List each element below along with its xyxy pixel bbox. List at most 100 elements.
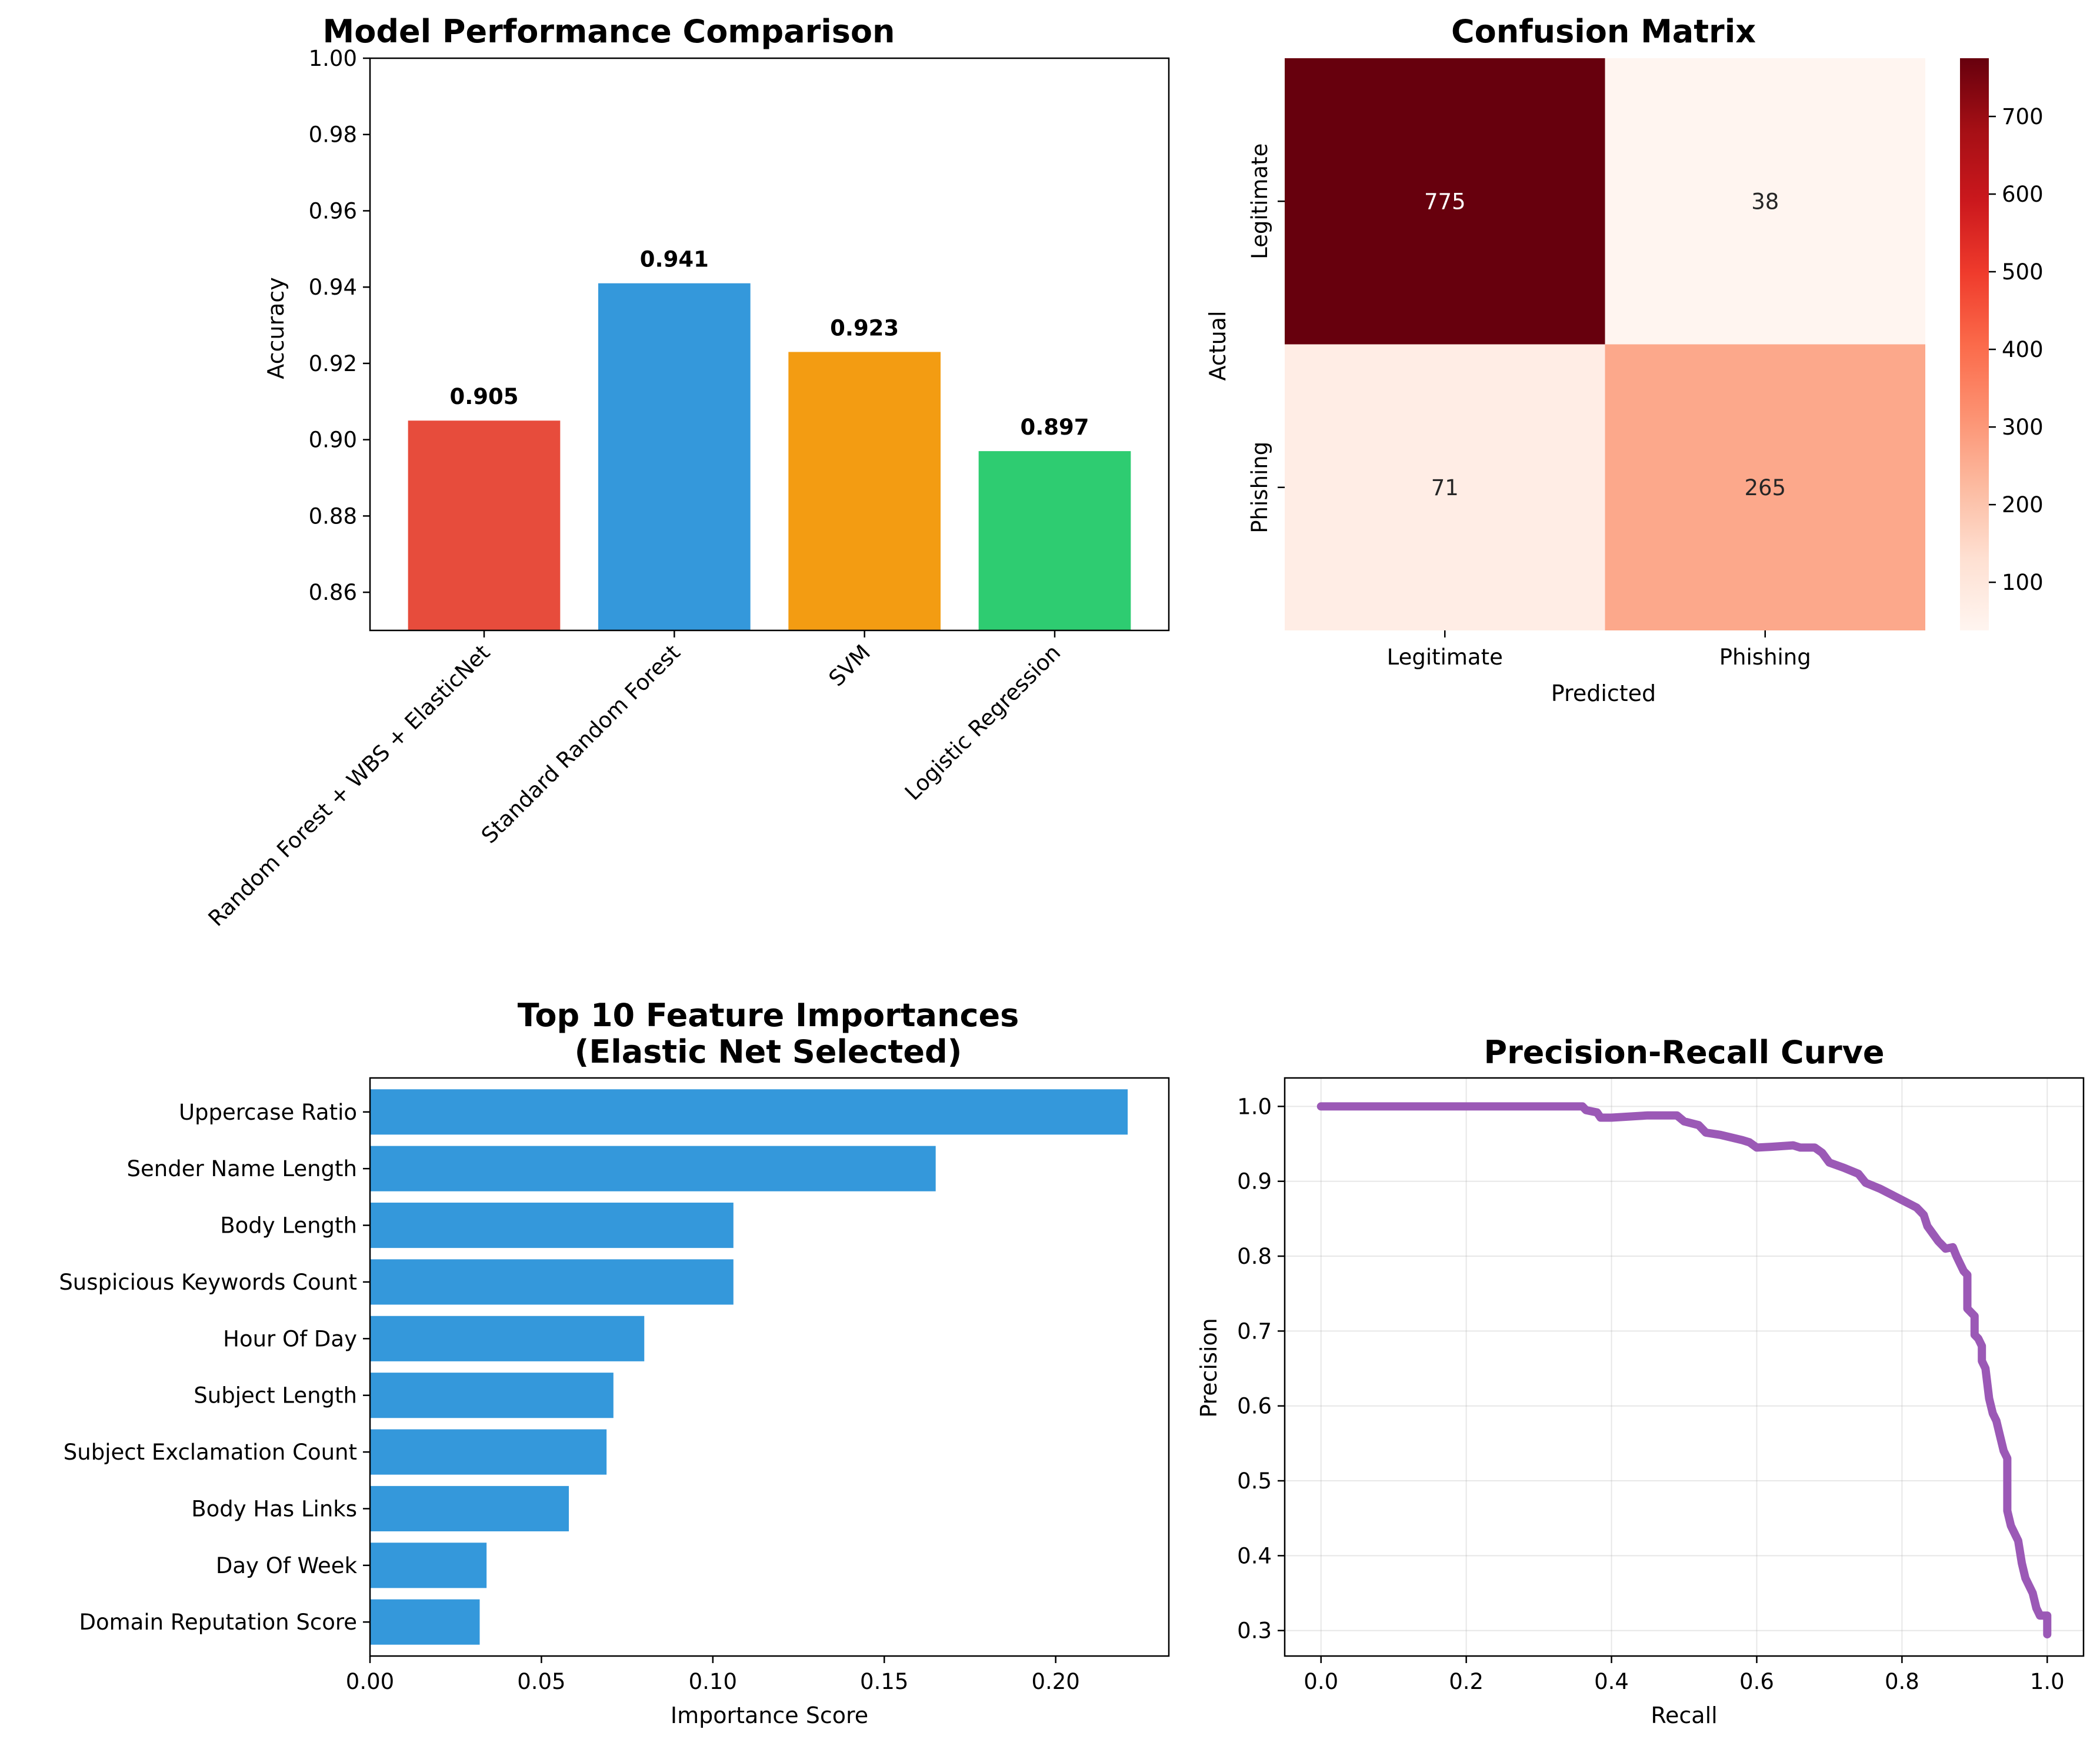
x-tick-label: 0.0 (1304, 1669, 1338, 1694)
axis-ticks: 0.0 0.2 0.4 0.6 0.8 1.0 0.3 0.4 0.5 0.6 0.7 0.8 0.9 1… (1237, 1094, 2065, 1694)
chart-title: Model Performance Comparison (323, 13, 895, 50)
y-tick-label: 0.7 (1237, 1318, 1272, 1344)
y-tick-label: 0.98 (309, 122, 357, 148)
bar (370, 1316, 645, 1361)
chart-title: Top 10 Feature Importances (518, 997, 1019, 1034)
y-tick-label: Phishing (1247, 442, 1272, 533)
chart-title: Precision-Recall Curve (1484, 1034, 1885, 1071)
pr-curve-line (1316, 1102, 2052, 1639)
chart-title: Confusion Matrix (1451, 13, 1756, 50)
y-tick-label: 0.90 (309, 428, 357, 453)
bar-value-label: 0.941 (640, 247, 709, 272)
bar-value-label: 0.897 (1020, 415, 1089, 440)
x-tick-label: 0.05 (517, 1669, 565, 1694)
x-tick-label: 0.00 (346, 1669, 394, 1694)
y-tick-label: Subject Exclamation Count (64, 1440, 357, 1465)
colorbar (1960, 58, 1989, 630)
bar (408, 420, 561, 630)
y-tick-label: 1.0 (1237, 1094, 1272, 1119)
heatmap-cells: 775 38 71 265 (1285, 58, 1925, 630)
y-tick-label: 0.94 (309, 275, 357, 300)
y-tick-label: Suspicious Keywords Count (59, 1270, 357, 1295)
y-tick-label: 0.4 (1237, 1543, 1272, 1568)
bar (370, 1543, 487, 1588)
bar (370, 1203, 734, 1248)
plot-frame (369, 1077, 1170, 1657)
plot-frame (369, 57, 1170, 632)
x-axis-label: Importance Score (671, 1702, 868, 1728)
y-axis-label: Actual (1205, 311, 1231, 380)
y-axis-label: Precision (1196, 1318, 1222, 1418)
y-tick-label: Sender Name Length (127, 1156, 357, 1181)
y-tick-label: 1.00 (309, 46, 357, 71)
bar (978, 451, 1131, 630)
colorbar-tick-label: 300 (2002, 415, 2044, 440)
bars: 0.905 0.941 0.923 0.897 (408, 247, 1131, 630)
bar (370, 1485, 569, 1531)
x-tick-label: Phishing (1719, 645, 1811, 670)
y-axis-label: Accuracy (263, 277, 289, 379)
x-axis-label: Predicted (1551, 680, 1656, 706)
bar (598, 283, 751, 630)
y-tick-label: 0.5 (1237, 1468, 1272, 1494)
y-tick-label: Domain Reputation Score (79, 1610, 357, 1635)
colorbar-tick-label: 700 (2002, 104, 2044, 129)
heatmap-cell (1605, 344, 1925, 630)
x-tick-label: Legitimate (1387, 645, 1503, 670)
colorbar-tick-label: 200 (2002, 492, 2044, 518)
y-tick-label: Body Length (220, 1213, 357, 1238)
feature-importance-chart: Top 10 Feature Importances (Elastic Net … (59, 997, 1170, 1728)
precision-recall-chart: Precision-Recall Curve Recall Precision … (1196, 1034, 2085, 1728)
x-tick-label: 0.2 (1449, 1669, 1484, 1694)
colorbar-ticks: 100 200 300 400 500 600 700 (1989, 104, 2044, 595)
x-axis-label: Recall (1651, 1702, 1717, 1728)
cell-value-label: 265 (1744, 475, 1786, 500)
y-tick-label: 0.92 (309, 351, 357, 376)
x-tick-label: 1.0 (2030, 1669, 2065, 1694)
y-tick-label: Day Of Week (216, 1553, 358, 1578)
x-tick-label: 0.4 (1594, 1669, 1629, 1694)
y-tick-label: 0.86 (309, 580, 357, 605)
heatmap-cell (1285, 344, 1605, 630)
y-tick-label: Hour Of Day (223, 1326, 357, 1351)
x-tick-label: 0.8 (1885, 1669, 1919, 1694)
bars (370, 1089, 1128, 1645)
x-tick-label: 0.10 (689, 1669, 737, 1694)
bar (370, 1429, 607, 1475)
bar (788, 352, 941, 630)
colorbar-tick-label: 100 (2002, 570, 2044, 595)
y-tick-label: Subject Length (194, 1383, 357, 1408)
bar-value-label: 0.923 (830, 315, 899, 340)
y-tick-label: 0.8 (1237, 1244, 1272, 1269)
plot-frame (1284, 1077, 2085, 1657)
bar (370, 1089, 1128, 1135)
y-tick-label: 0.96 (309, 198, 357, 223)
y-tick-label: Legitimate (1247, 143, 1272, 259)
heatmap-cell (1605, 58, 1925, 345)
y-tick-label: Uppercase Ratio (179, 1100, 357, 1125)
axis-ticks: Legitimate Phishing Legitimate Phishing (1247, 143, 1811, 670)
y-tick-label: 0.6 (1237, 1394, 1272, 1419)
chart-subtitle: (Elastic Net Selected) (575, 1033, 962, 1070)
y-tick-label: 0.9 (1237, 1169, 1272, 1194)
confusion-matrix-chart: Confusion Matrix Predicted Actual 775 387… (1205, 13, 2044, 706)
cell-value-label: 71 (1431, 475, 1459, 500)
bar (370, 1599, 480, 1645)
colorbar-tick-label: 400 (2002, 337, 2044, 362)
y-tick-label: 0.3 (1237, 1618, 1272, 1644)
bar (370, 1373, 614, 1418)
heatmap-cell (1285, 58, 1605, 345)
bar-value-label: 0.905 (449, 384, 518, 409)
y-tick-label: 0.88 (309, 503, 357, 529)
x-tick-label: 0.15 (860, 1669, 908, 1694)
y-tick-label: Body Has Links (191, 1496, 357, 1521)
cell-value-label: 38 (1751, 189, 1779, 214)
axis-ticks: Uppercase Ratio Sender Name Length Body Le… (59, 1100, 1080, 1694)
cell-value-label: 775 (1424, 189, 1466, 214)
x-tick-label: 0.20 (1031, 1669, 1079, 1694)
x-tick-label: 0.6 (1739, 1669, 1774, 1694)
bar (370, 1259, 734, 1305)
bar (370, 1146, 936, 1191)
colorbar-tick-label: 500 (2002, 259, 2044, 285)
